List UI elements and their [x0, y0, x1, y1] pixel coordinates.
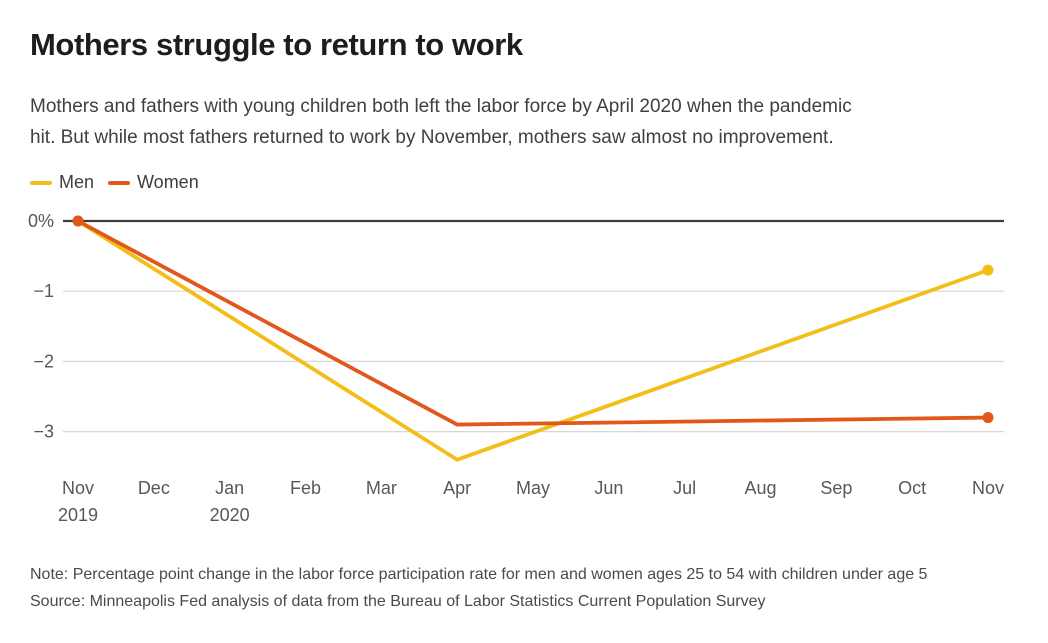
x-tick-label: Oct	[898, 478, 926, 498]
women-series-swatch-icon	[108, 180, 131, 185]
x-tick-label: Sep	[820, 478, 852, 498]
x-tick-label: Apr	[443, 478, 471, 498]
subtitle-line-2: hit. But while most fathers returned to …	[30, 127, 834, 148]
y-tick-label: −3	[33, 422, 54, 442]
data-point-women	[72, 215, 84, 227]
x-year-label: 2019	[58, 505, 98, 525]
chart-legend: Men Women	[30, 172, 199, 193]
x-tick-label: Feb	[290, 478, 321, 498]
chart-subtitle: Mothers and fathers with young children …	[30, 91, 1020, 153]
data-point-men	[982, 264, 994, 276]
x-tick-label: Nov	[62, 478, 94, 498]
legend-label-men: Men	[59, 172, 95, 192]
y-tick-label: −2	[33, 351, 54, 371]
x-tick-label: Jan	[215, 478, 244, 498]
page-title: Mothers struggle to return to work	[30, 27, 523, 62]
chart-source: Source: Minneapolis Fed analysis of data…	[30, 593, 766, 610]
x-tick-label: Jun	[594, 478, 623, 498]
data-point-women	[982, 412, 994, 424]
x-tick-label: Mar	[366, 478, 397, 498]
chart-note: Note: Percentage point change in the lab…	[30, 566, 928, 583]
subtitle-line-1: Mothers and fathers with young children …	[30, 96, 852, 117]
legend-item-men: Men	[30, 172, 94, 193]
x-tick-label: Aug	[744, 478, 776, 498]
series-line-women	[76, 219, 990, 427]
x-tick-label: May	[516, 478, 550, 498]
series-line-men	[76, 219, 990, 462]
legend-item-women: Women	[108, 172, 199, 193]
x-year-label: 2020	[210, 505, 250, 525]
y-tick-label: 0%	[28, 211, 54, 231]
x-tick-label: Nov	[972, 478, 1004, 498]
legend-label-women: Women	[137, 172, 199, 192]
x-tick-label: Dec	[138, 478, 170, 498]
men-series-swatch-icon	[30, 180, 52, 185]
y-tick-label: −1	[33, 281, 54, 301]
x-tick-label: Jul	[673, 478, 696, 498]
line-chart: 0% −1 −2 −3 Nov Dec Jan Feb Mar Apr May Jun Jul Aug Se…	[28, 211, 1004, 525]
